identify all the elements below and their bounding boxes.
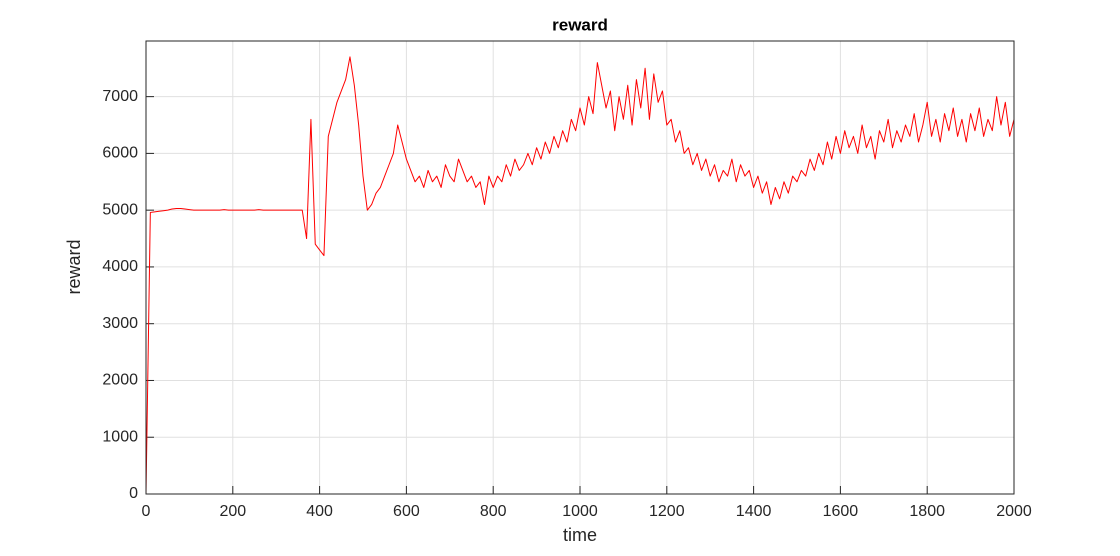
x-tick-label: 1400	[736, 503, 772, 520]
x-tick-label: 1600	[823, 503, 859, 520]
y-tick-label: 4000	[102, 258, 138, 275]
y-tick-label: 5000	[102, 201, 138, 218]
y-tick-label: 6000	[102, 145, 138, 162]
x-axis-label: time	[563, 525, 597, 545]
x-tick-label: 1800	[909, 503, 945, 520]
x-tick-label: 200	[219, 503, 246, 520]
x-tick-label: 2000	[996, 503, 1032, 520]
y-tick-label: 2000	[102, 372, 138, 389]
y-tick-label: 0	[129, 485, 138, 502]
plot-frame	[145, 40, 1015, 495]
x-tick-label: 1000	[562, 503, 598, 520]
x-tick-label: 1200	[649, 503, 685, 520]
x-tick-label: 400	[306, 503, 333, 520]
data-line	[145, 56, 1015, 495]
x-tick-label: 600	[393, 503, 420, 520]
x-tick-label: 800	[480, 503, 507, 520]
y-axis-label: reward	[64, 239, 84, 294]
x-tick-label: 0	[142, 503, 151, 520]
y-tick-label: 1000	[102, 428, 138, 445]
y-tick-label: 3000	[102, 315, 138, 332]
y-tick-label: 7000	[102, 88, 138, 105]
chart-title: reward	[552, 15, 608, 34]
